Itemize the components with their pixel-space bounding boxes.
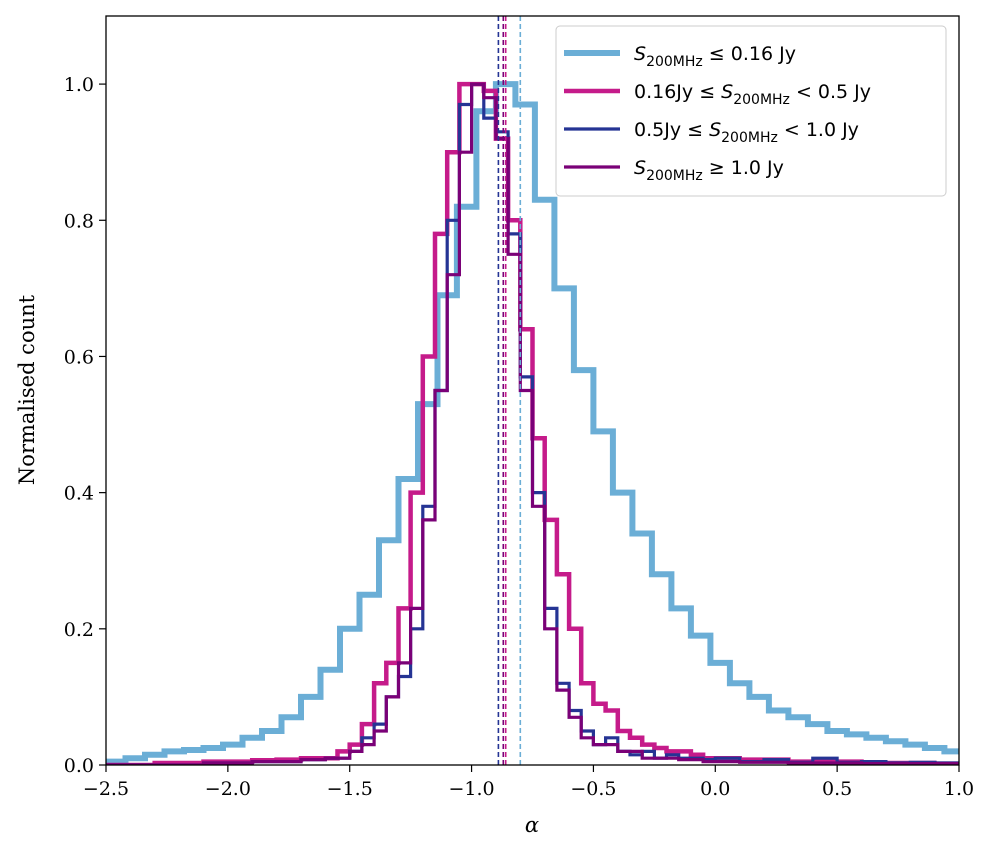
median-lines xyxy=(497,16,522,765)
legend-box xyxy=(555,25,947,197)
x-axis-label: α xyxy=(525,813,539,837)
x-tick-label: −2.0 xyxy=(205,778,251,800)
series-1-step-line xyxy=(106,81,959,765)
legend-label-4: S200MHz ≥ 1.0 Jy xyxy=(634,157,784,184)
x-tick-label: −2.5 xyxy=(83,778,129,800)
y-tick-label: 0.0 xyxy=(64,755,94,777)
y-axis: 0.0 0.2 0.4 0.6 0.8 1.0 xyxy=(64,74,106,777)
x-tick-label: −0.5 xyxy=(570,778,616,800)
x-tick-label: 0.5 xyxy=(822,778,852,800)
legend: S200MHz ≤ 0.16 Jy 0.16Jy ≤ S200MHz < 0.5 … xyxy=(555,25,947,197)
x-tick-label: 1.0 xyxy=(944,778,974,800)
series-4-step-line xyxy=(106,82,959,765)
legend-label-2: 0.16Jy ≤ S200MHz < 0.5 Jy xyxy=(634,81,871,108)
x-axis: −2.5 −2.0 −1.5 −1.0 −0.5 0.0 0.5 1.0 xyxy=(83,765,974,800)
y-tick-label: 0.4 xyxy=(64,483,94,505)
legend-label-3: 0.5Jy ≤ S200MHz < 1.0 Jy xyxy=(634,119,859,146)
x-tick-label: 0.0 xyxy=(700,778,730,800)
y-tick-label: 0.8 xyxy=(64,210,94,232)
legend-label-1: S200MHz ≤ 0.16 Jy xyxy=(634,43,796,70)
x-tick-label: −1.5 xyxy=(327,778,373,800)
x-tick-label: −1.0 xyxy=(449,778,495,800)
y-tick-label: 0.2 xyxy=(64,619,94,641)
y-tick-label: 1.0 xyxy=(64,74,94,96)
y-tick-label: 0.6 xyxy=(64,346,94,368)
plot-frame xyxy=(105,15,960,766)
y-axis-label: Normalised count xyxy=(15,294,39,485)
